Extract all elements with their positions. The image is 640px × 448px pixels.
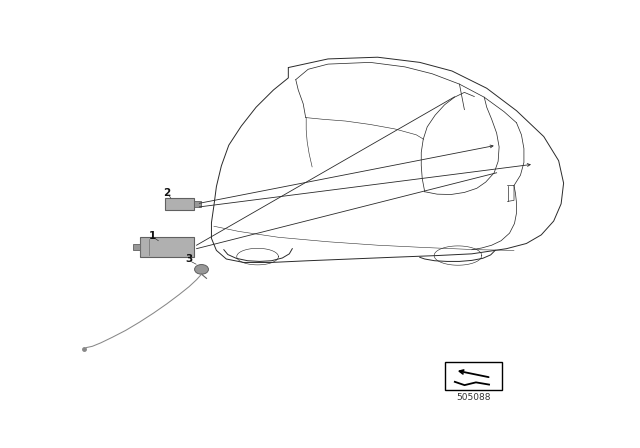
FancyBboxPatch shape <box>140 237 194 257</box>
Text: 2: 2 <box>163 188 170 198</box>
FancyBboxPatch shape <box>193 201 200 207</box>
Text: 1: 1 <box>149 231 157 241</box>
FancyBboxPatch shape <box>132 244 140 250</box>
Circle shape <box>195 264 209 274</box>
Text: 3: 3 <box>186 254 193 264</box>
FancyBboxPatch shape <box>165 198 193 210</box>
FancyBboxPatch shape <box>445 362 502 390</box>
Text: 505088: 505088 <box>456 393 490 402</box>
